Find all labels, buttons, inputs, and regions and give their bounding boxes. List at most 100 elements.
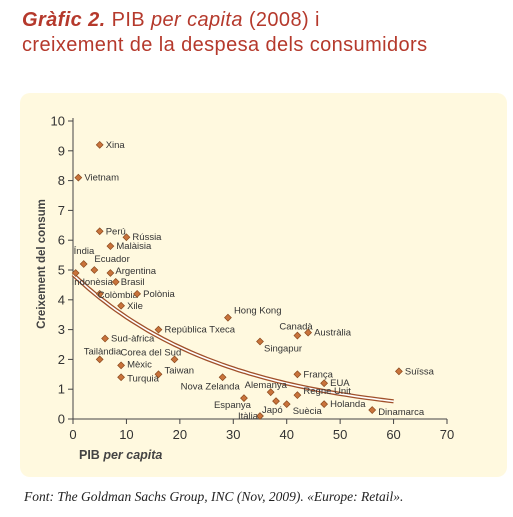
point-marker [320, 400, 329, 408]
point-label: Indonèsia [72, 277, 114, 288]
title-line-1: Gràfic 2. PIB per capita (2008) i [22, 8, 507, 33]
point-label: Turquia [127, 373, 160, 384]
x-tick-label: 40 [279, 427, 293, 442]
point-label: Itàlia [238, 411, 259, 422]
x-tick-label: 60 [386, 427, 400, 442]
point-marker [79, 260, 88, 268]
x-tick-label: 50 [333, 427, 347, 442]
point-label: Vietnam [84, 173, 119, 184]
point-marker [256, 412, 264, 420]
point-marker [117, 373, 125, 382]
x-tick-label: 30 [226, 427, 240, 442]
point-label: Sud-àfrica [111, 334, 155, 345]
point-label: Hong Kong [234, 306, 282, 317]
y-tick-label: 9 [58, 143, 65, 158]
point-marker [272, 397, 280, 406]
point-marker [224, 313, 232, 322]
scatter-chart: 0 1 2 3 4 5 6 7 8 9 10 0 10 20 30 40 50 60 70 Xina Vietnam P… [36, 114, 455, 463]
y-tick-label: 2 [58, 352, 65, 367]
point-label: Espanya [214, 400, 252, 411]
y-axis-title: Creixement del consum [36, 199, 48, 329]
point-marker [106, 242, 115, 251]
point-label: Ecuador [94, 254, 129, 265]
point-marker [95, 355, 104, 364]
point-marker [282, 400, 291, 408]
x-axis-title: PIB per capita [79, 448, 162, 462]
point-label: França [303, 369, 333, 380]
point-label: Japó [262, 405, 283, 416]
y-tick-label: 5 [58, 263, 65, 278]
point-marker [266, 388, 275, 397]
point-marker [95, 227, 104, 236]
point-label: Taiwan [164, 365, 194, 376]
y-tick-label: 10 [51, 114, 65, 129]
point-label: Suècia [293, 406, 323, 417]
point-marker [293, 331, 302, 340]
point-label: Brasil [121, 277, 145, 288]
point-label: Perú [106, 226, 126, 237]
chart-title: Gràfic 2. PIB per capita (2008) i creixe… [22, 8, 507, 58]
trendline [71, 272, 394, 404]
point-label: Tailàndia [84, 346, 122, 357]
point-label: Holanda [330, 399, 366, 410]
point-label: Rússia [132, 232, 162, 243]
point-marker [368, 406, 377, 414]
point-marker [320, 379, 329, 388]
point-marker [101, 334, 109, 343]
x-tick-label: 10 [119, 427, 133, 442]
point-marker [240, 394, 248, 403]
x-tick-label: 70 [440, 427, 454, 442]
y-tick-label: 6 [58, 233, 65, 248]
point-marker [74, 173, 83, 182]
point-label: Dinamarca [378, 407, 425, 418]
y-tick-label: 7 [58, 203, 65, 218]
y-tick-label: 8 [58, 173, 65, 188]
trendline-inner [72, 273, 394, 403]
point-label: República Txeca [164, 325, 235, 336]
x-axis-title-main: PIB [79, 448, 103, 462]
point-label: Polònia [143, 289, 175, 300]
title-lead: Gràfic 2. [22, 9, 106, 31]
point-label: Índia [74, 246, 95, 257]
point-marker [395, 367, 403, 376]
point-label: Malàisia [116, 241, 152, 252]
point-marker [256, 337, 264, 346]
y-tick-label: 0 [58, 412, 65, 427]
point-label: Austràlia [314, 328, 352, 339]
point-marker [122, 233, 131, 242]
point-label: Argentina [115, 266, 156, 277]
point-marker [117, 361, 125, 370]
point-label: Xile [127, 301, 143, 312]
point-marker [154, 370, 163, 379]
point-label: Colòmbia [98, 290, 139, 301]
point-marker [170, 355, 179, 364]
chart-panel: 0 1 2 3 4 5 6 7 8 9 10 0 10 20 30 40 50 60 70 Xina Vietnam P… [20, 93, 507, 477]
title-part-3: (2008) i [248, 9, 320, 31]
point-label: EUA [330, 378, 350, 389]
point-label: Nova Zelanda [181, 381, 241, 392]
point-label: Suïssa [405, 366, 435, 377]
point-marker [95, 140, 104, 149]
title-part-1: PIB [111, 9, 146, 31]
y-tick-label: 1 [58, 382, 65, 397]
point-marker [106, 269, 115, 277]
y-tick-label: 4 [58, 292, 65, 307]
point-marker [133, 289, 142, 298]
axis-labels: Creixement del consum PIB per capita [36, 199, 162, 462]
point-marker [218, 373, 227, 382]
y-tick-label: 3 [58, 322, 65, 337]
x-axis-title-italic: per capita [102, 448, 162, 462]
point-marker [293, 391, 302, 400]
point-label: Canadà [279, 322, 313, 333]
point-label: Mèxic [127, 359, 152, 370]
title-part-2: per capita [151, 9, 243, 31]
axes: 0 1 2 3 4 5 6 7 8 9 10 0 10 20 30 40 50 60 70 [51, 114, 455, 443]
point-marker [293, 370, 302, 379]
point-marker [304, 328, 312, 337]
x-tick-label: 0 [69, 427, 76, 442]
point-marker [95, 289, 104, 298]
point-label: Xina [106, 140, 126, 151]
source-note: Font: The Goldman Sachs Group, INC (Nov,… [24, 489, 404, 504]
point-label: Alemanya [245, 380, 288, 391]
